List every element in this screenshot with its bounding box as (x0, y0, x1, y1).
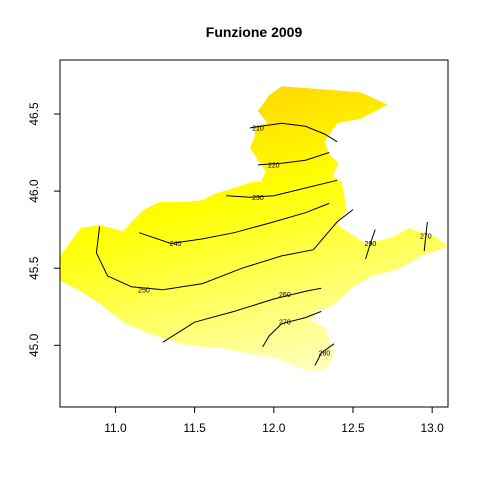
contour-line-270-6 (262, 310, 322, 348)
contour-line-230-2 (226, 179, 338, 198)
contour-label-230-2: 230 (252, 195, 264, 202)
x-axis: 11.0 11.5 12.0 12.5 13.0 (104, 406, 444, 435)
region-fill (60, 86, 448, 372)
contour-line-240-3 (139, 202, 330, 245)
contour-line-290-8 (365, 229, 376, 260)
x-tick-label-3: 12.5 (341, 421, 365, 435)
contour-line-260-5 (162, 287, 322, 343)
contour-label-270-9: 270 (420, 233, 432, 240)
contour-label-240-3: 240 (170, 241, 182, 248)
x-tick-label-1: 11.5 (183, 421, 206, 435)
contour-label-210-0: 210 (252, 125, 264, 132)
contour-line-250-4 (95, 209, 354, 291)
contour-line-270-9 (423, 221, 428, 252)
contour-label-220-1: 220 (268, 162, 280, 169)
y-axis: 45.0 45.5 46.0 46.5 (27, 102, 61, 357)
y-tick-label-3: 46.5 (27, 102, 41, 126)
plot-area: 210 220 230 240 250 260 270 280 290 270 (60, 86, 448, 372)
x-tick-label-0: 11.0 (104, 421, 127, 435)
y-tick-label-0: 45.0 (27, 333, 41, 357)
x-tick-label-2: 12.0 (262, 421, 286, 435)
y-tick-label-1: 45.5 (27, 256, 41, 280)
contour-label-280-7: 280 (319, 351, 331, 358)
contour-label-250-4: 250 (138, 287, 150, 294)
x-tick-label-4: 13.0 (420, 421, 444, 435)
contour-line-220-1 (257, 152, 330, 166)
chart-title: Funzione 2009 (206, 24, 303, 40)
contour-label-270-6: 270 (279, 320, 291, 327)
contour-label-290-8: 290 (365, 241, 377, 248)
contour-line-210-0 (249, 122, 338, 143)
y-tick-label-2: 46.0 (27, 179, 41, 203)
contour-label-260-5: 260 (279, 292, 291, 299)
contour-line-280-7 (314, 343, 335, 366)
